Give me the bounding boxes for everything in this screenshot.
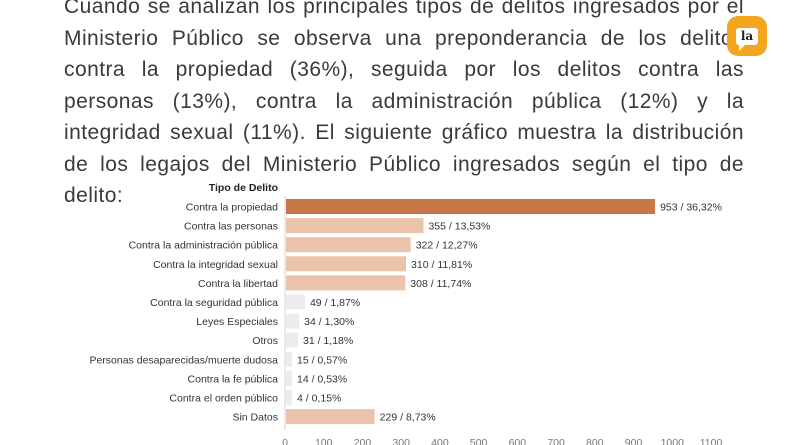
chart-data-label: 322 / 12,27% [416,240,478,252]
chart-category-label: Contra las personas [184,221,278,233]
chart-category-label: Contra la seguridad pública [150,297,278,309]
chart-data-label: 49 / 1,87% [310,297,360,309]
chart-category-label: Personas desaparecidas/muerte dudosa [89,354,278,366]
chart-data-label: 4 / 0,15% [297,393,341,405]
chart-data-label: 34 / 1,30% [304,316,354,328]
chart-bar [286,390,292,405]
chart-x-tick-label: 0 [282,437,288,445]
chart-bar [286,351,292,367]
chart-bar [286,218,424,234]
chart-data-label: 229 / 8,73% [380,412,436,424]
chart-category-label: Leyes Especiales [196,316,278,328]
chart-category-label: Contra la integridad sexual [153,259,278,271]
chart-bar [286,313,300,329]
chart-x-tick-label: 100 [315,437,333,445]
chat-badge-button[interactable]: la [727,16,767,56]
chart-data-label: 15 / 0,57% [297,354,347,366]
chart-data-label: 308 / 11,74% [410,278,471,290]
article-text: Cuando se analizan los principales tipos… [64,0,744,212]
chart-x-tick-label: 400 [431,437,449,445]
chart-data-label: 31 / 1,18% [303,335,353,347]
speech-bubble-icon: la [736,27,758,51]
chart-x-tick-label: 900 [625,437,643,445]
chart-data-label: 310 / 11,81% [411,259,472,271]
chart-bar [286,370,292,386]
chart-category-label: Contra la administración pública [129,240,279,252]
chart-category-header: Tipo de Delito [209,182,278,194]
chart-x-tick-label: 300 [392,437,410,445]
chart-x-tick-label: 700 [547,437,565,445]
chart-category-label: Sin Datos [232,412,278,424]
chart-x-tick-label: 600 [509,437,527,445]
chart-category-label: Contra la propiedad [186,202,278,214]
chart-bar [286,237,411,253]
chart-bar [286,275,406,291]
chart-bar [286,409,375,425]
badge-label: la [740,29,754,43]
chart-bar [286,199,656,214]
chart-bar [286,332,299,348]
chart-category-label: Otros [252,335,278,347]
chart-x-tick-label: 800 [586,437,604,445]
chart-category-label: Contra el orden público [169,393,278,405]
chart-x-tick-label: 1100 [700,437,723,445]
chart-category-label: Contra la fe pública [188,373,279,385]
chart-category-label: Contra la libertad [198,278,278,290]
chart-x-ticks: 0 100 200 300 400 500 600 700 800 900 1000 1100 [282,437,722,445]
chart-x-tick-label: 200 [354,437,372,445]
chart-x-tick-label: 500 [470,437,488,445]
chart-bars: Contra la propiedad 953 / 36,32% Contra la… [89,199,722,425]
chart-x-tick-label: 1000 [661,437,685,445]
chart-data-label: 14 / 0,53% [297,373,347,385]
chart-bar [286,256,407,272]
chart-data-label: 953 / 36,32% [660,202,722,214]
article-paragraph: Cuando se analizan los principales tipos… [64,0,744,207]
chart-bar [286,294,305,310]
chart-data-label: 355 / 13,53% [428,221,490,233]
